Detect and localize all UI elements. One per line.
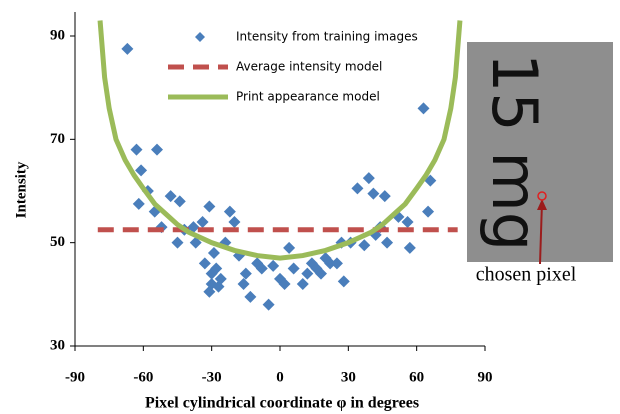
y-tick-label: 90 xyxy=(50,27,65,43)
scatter-point xyxy=(381,237,393,249)
scatter-point xyxy=(263,299,275,311)
scatter-point xyxy=(238,278,250,290)
legend-label: Intensity from training images xyxy=(236,30,418,44)
chart: Intensity Pixel cylindrical coordinate φ… xyxy=(0,0,620,414)
scatter-point xyxy=(367,188,379,200)
x-tick-label: 90 xyxy=(478,369,493,385)
scatter-point xyxy=(172,237,184,249)
y-tick-label: 70 xyxy=(50,131,65,147)
scatter-point xyxy=(418,102,430,114)
scatter-point xyxy=(283,242,295,254)
scatter-point xyxy=(267,260,279,272)
legend-label: Print appearance model xyxy=(236,90,380,104)
annotation-text: chosen pixel xyxy=(476,264,577,286)
scatter-point xyxy=(379,190,391,202)
y-axis-label: Intensity xyxy=(13,161,29,218)
x-tick-label: 60 xyxy=(409,369,424,385)
x-axis-label: Pixel cylindrical coordinate φ in degree… xyxy=(145,395,419,412)
scatter-point xyxy=(131,144,143,156)
y-tick-label: 50 xyxy=(50,234,65,250)
scatter-point xyxy=(199,257,211,269)
scatter-point xyxy=(151,144,163,156)
scatter-point xyxy=(422,206,434,218)
x-tick-label: -60 xyxy=(133,369,153,385)
scatter-point xyxy=(288,263,300,275)
scatter-point xyxy=(133,198,145,210)
x-tick-label: 0 xyxy=(276,369,284,385)
scatter-point xyxy=(363,172,375,184)
scatter-point xyxy=(331,257,343,269)
scatter-point xyxy=(224,206,236,218)
scatter-point xyxy=(121,43,133,55)
scatter-point xyxy=(135,164,147,176)
y-tick-label: 30 xyxy=(50,337,65,353)
scatter-point xyxy=(338,275,350,287)
scatter-point xyxy=(208,247,220,259)
legend-marker xyxy=(195,32,205,42)
scatter-point xyxy=(404,242,416,254)
scatter-point xyxy=(358,239,370,251)
legend-label: Average intensity model xyxy=(236,60,382,74)
scatter-point xyxy=(203,201,215,213)
x-tick-label: -30 xyxy=(202,369,222,385)
scatter-point xyxy=(351,182,363,194)
scatter-point xyxy=(240,268,252,280)
x-tick-label: 30 xyxy=(341,369,356,385)
scatter-point xyxy=(297,278,309,290)
inset-label: 15 mg xyxy=(478,53,551,251)
x-tick-label: -90 xyxy=(65,369,85,385)
scatter-point xyxy=(244,291,256,303)
scatter-point xyxy=(228,216,240,228)
